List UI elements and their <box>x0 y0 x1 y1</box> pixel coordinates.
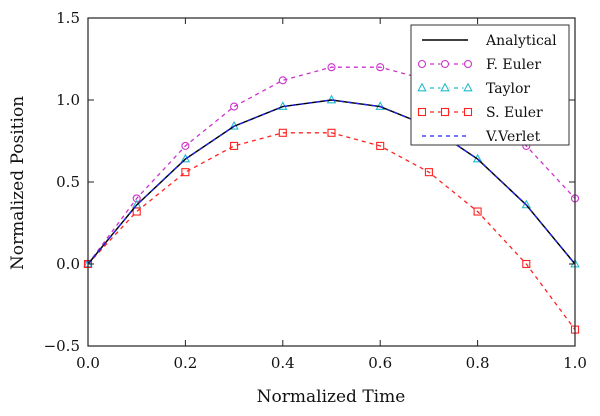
y-tick-label: 1.0 <box>56 91 80 109</box>
marker-square <box>417 107 427 117</box>
marker-square <box>522 259 531 269</box>
legend-entry: Analytical <box>422 33 557 49</box>
legend-marker-bg <box>463 107 473 117</box>
marker-circle <box>463 59 473 69</box>
legend-entry: Taylor <box>417 81 530 97</box>
marker-triangle <box>463 82 473 92</box>
series-line <box>87 99 576 265</box>
axes: 0.0 0.2 0.4 0.6 0.8 1.0−0.50.00.51.01.5 <box>44 9 587 372</box>
marker-square <box>424 168 433 177</box>
marker-square <box>278 128 287 137</box>
marker-triangle <box>326 94 337 104</box>
marker-square <box>132 207 141 216</box>
legend-marker-bg <box>440 59 450 69</box>
legend-marker-bg <box>463 83 473 93</box>
marker-circle <box>230 102 239 111</box>
x-tick-label: 0.8 <box>466 354 490 372</box>
legend-marker-bg <box>440 107 450 117</box>
y-tick-label: 0.5 <box>56 173 80 191</box>
legend-label: Taylor <box>486 81 530 97</box>
legend-marker-bg <box>463 59 473 69</box>
marker-circle <box>327 63 336 72</box>
y-axis-label: Normalized Position <box>8 96 28 270</box>
marker-circle <box>440 59 450 69</box>
legend-marker-bg <box>417 107 427 117</box>
series-line <box>87 132 576 330</box>
marker-square <box>181 168 190 177</box>
x-tick-label: 0.2 <box>173 354 197 372</box>
x-axis-label: Normalized Time <box>257 387 406 407</box>
legend-box <box>410 24 570 146</box>
legend-marker-bg <box>440 83 450 93</box>
series-s-euler <box>83 128 580 334</box>
marker-circle <box>181 141 190 150</box>
marker-square <box>473 207 482 216</box>
legend-entry: F. Euler <box>417 57 541 73</box>
marker-square <box>463 107 473 117</box>
x-tick-label: 0.0 <box>76 354 100 372</box>
y-tick-label: 1.5 <box>56 9 80 27</box>
x-tick-label: 1.0 <box>563 354 587 372</box>
y-tick-label: −0.5 <box>44 337 80 355</box>
marker-square <box>327 128 336 137</box>
legend-label: Analytical <box>485 33 557 49</box>
x-tick-label: 0.4 <box>271 354 295 372</box>
legend-label: S. Euler <box>486 105 543 121</box>
marker-square <box>376 141 385 150</box>
legend-marker-bg <box>417 83 427 93</box>
marker-square <box>230 141 239 150</box>
marker-circle <box>417 59 427 69</box>
x-tick-label: 0.6 <box>368 354 392 372</box>
legend-entry: S. Euler <box>417 105 543 121</box>
marker-triangle <box>521 199 532 209</box>
legend-entry: V.Verlet <box>422 129 541 145</box>
series-v-verlet <box>87 99 576 265</box>
legend-label: F. Euler <box>486 57 541 73</box>
marker-circle <box>376 63 385 72</box>
legend-label: V.Verlet <box>485 129 541 145</box>
marker-square <box>440 107 450 117</box>
legend: Analytical F. Euler Taylor S. Euler V.Verlet <box>410 24 570 146</box>
y-tick-label: 0.0 <box>56 255 80 273</box>
legend-marker-bg <box>417 59 427 69</box>
marker-triangle <box>417 82 427 92</box>
marker-triangle <box>440 82 450 92</box>
marker-circle <box>278 76 287 85</box>
